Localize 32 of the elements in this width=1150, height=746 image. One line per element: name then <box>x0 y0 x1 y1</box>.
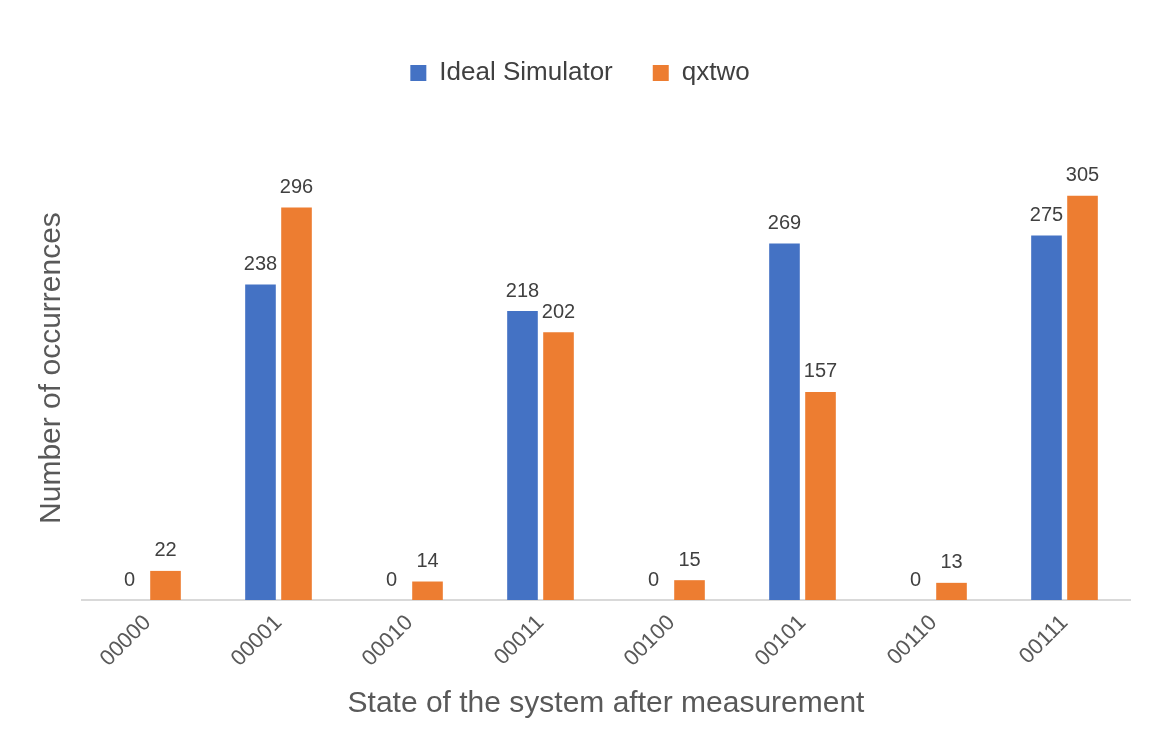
data-label: 269 <box>767 210 802 233</box>
data-label: 305 <box>1065 163 1100 186</box>
bar <box>507 311 538 601</box>
bar <box>674 580 705 601</box>
bar <box>281 207 312 601</box>
data-label: 238 <box>243 252 278 275</box>
bar <box>150 570 181 601</box>
bar <box>805 391 836 601</box>
data-label: 275 <box>1029 202 1064 225</box>
y-axis-title: Number of occurrences <box>33 212 67 524</box>
data-label: 0 <box>385 567 398 590</box>
bar <box>412 581 443 601</box>
bar <box>769 243 800 601</box>
data-label: 0 <box>123 567 136 590</box>
data-label: 218 <box>505 278 540 301</box>
data-label: 202 <box>541 299 576 322</box>
data-label: 22 <box>154 538 177 561</box>
legend-label: qxtwo <box>681 56 750 87</box>
data-label: 0 <box>647 567 660 590</box>
data-label: 14 <box>416 549 439 572</box>
x-axis-title: State of the system after measurement <box>347 685 866 719</box>
data-label: 0 <box>909 567 922 590</box>
data-label: 157 <box>803 359 838 382</box>
data-label: 13 <box>940 550 963 573</box>
data-label: 296 <box>279 175 314 198</box>
bar <box>245 284 276 601</box>
data-label: 15 <box>678 547 701 570</box>
bar <box>936 582 967 601</box>
bar <box>543 332 574 601</box>
legend-label: Ideal Simulator <box>439 56 614 87</box>
bar <box>1067 195 1098 601</box>
bar <box>1031 235 1062 601</box>
